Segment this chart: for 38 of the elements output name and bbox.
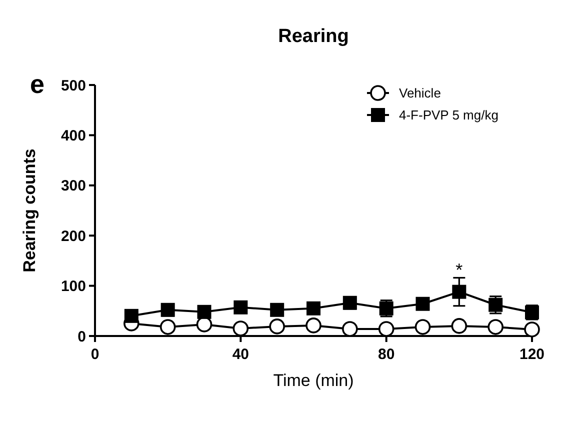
point — [197, 304, 212, 319]
point — [378, 321, 394, 337]
x-tick-label: 0 — [90, 346, 100, 363]
y-axis-title: Rearing counts — [20, 148, 39, 272]
annotation: * — [456, 260, 463, 280]
point — [124, 308, 138, 323]
legend-label: Vehicle — [399, 86, 441, 101]
y-tick-label: 300 — [60, 178, 86, 195]
text: e — [30, 69, 44, 99]
point — [488, 298, 503, 312]
chart-title: Rearing — [278, 26, 349, 47]
legend-label: 4-F-PVP 5 mg/kg — [399, 108, 498, 123]
point — [306, 318, 322, 334]
x-tick-label: 40 — [232, 346, 250, 363]
point — [306, 301, 320, 316]
point — [196, 316, 212, 332]
point — [234, 300, 248, 314]
x-tick-label: 80 — [378, 346, 395, 363]
point — [270, 302, 284, 317]
point — [414, 319, 431, 335]
y-tick-label: 100 — [60, 278, 86, 296]
point — [232, 320, 249, 336]
point — [342, 296, 357, 310]
point — [269, 318, 285, 334]
point — [160, 319, 176, 335]
x-tick-label: 120 — [519, 346, 545, 363]
point — [416, 296, 430, 311]
y-tick-label: 500 — [60, 77, 86, 94]
point — [342, 321, 358, 337]
y-tick-label: 200 — [60, 228, 86, 245]
x-axis-title: Time (min) — [273, 371, 354, 390]
y-tick-label: 0 — [78, 328, 86, 346]
y-tick-label: 400 — [60, 127, 86, 144]
point — [452, 284, 466, 299]
point — [451, 318, 468, 334]
point — [524, 322, 540, 338]
point — [160, 302, 175, 317]
point — [488, 319, 504, 335]
